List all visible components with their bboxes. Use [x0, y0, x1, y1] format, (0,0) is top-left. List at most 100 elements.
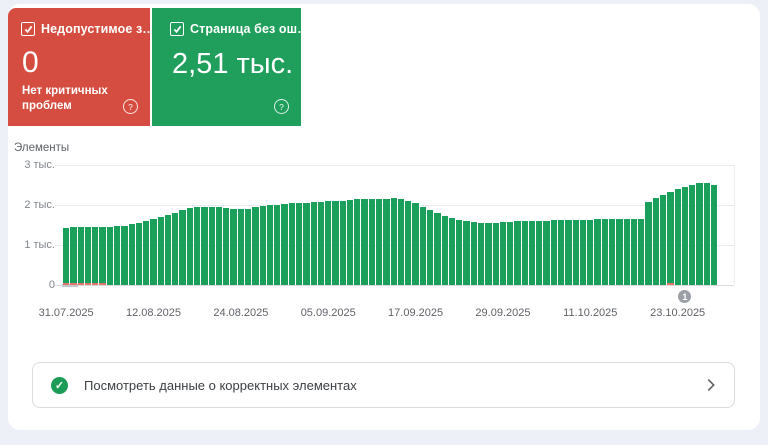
chart-error-segment[interactable]: [667, 283, 674, 285]
chart-bar[interactable]: [84, 227, 92, 285]
chart-bar[interactable]: [135, 222, 143, 285]
chart-error-segment[interactable]: [77, 283, 84, 285]
chart-bar[interactable]: [587, 219, 594, 285]
chart-bar[interactable]: [427, 209, 434, 285]
chart-bar[interactable]: [186, 208, 194, 285]
chart-bar[interactable]: [514, 221, 521, 285]
chart-bar[interactable]: [463, 221, 470, 285]
chart-bar[interactable]: [245, 209, 252, 285]
chart-bar[interactable]: [113, 226, 121, 285]
chart-error-segment[interactable]: [84, 283, 92, 285]
chart-bar[interactable]: [106, 226, 113, 285]
chart-bar[interactable]: [346, 199, 354, 285]
chart-bar[interactable]: [645, 201, 652, 285]
chart-bar[interactable]: [696, 183, 703, 285]
chart-bar[interactable]: [536, 220, 543, 285]
chart-bar[interactable]: [550, 220, 558, 285]
chart-bar[interactable]: [288, 203, 295, 285]
chart-bar[interactable]: [215, 206, 223, 285]
chart-bar[interactable]: [252, 207, 259, 285]
chart-bar[interactable]: [477, 222, 485, 285]
chart-bar[interactable]: [368, 199, 376, 285]
chart-bar[interactable]: [194, 207, 201, 285]
chart-bar[interactable]: [383, 198, 390, 285]
chart-bar[interactable]: [70, 227, 77, 285]
chart-error-segment[interactable]: [70, 283, 77, 285]
chart-bar[interactable]: [201, 207, 208, 285]
chart-bar[interactable]: [121, 226, 128, 285]
chart-bar[interactable]: [317, 201, 325, 285]
chart-bar[interactable]: [157, 217, 164, 285]
annotation-marker-badge[interactable]: 1: [678, 290, 692, 303]
chart-bar[interactable]: [412, 203, 419, 285]
chart-bar[interactable]: [223, 207, 230, 285]
chart-bar[interactable]: [448, 218, 456, 285]
chart-bar[interactable]: [274, 204, 281, 285]
chart-bar[interactable]: [710, 184, 718, 285]
chart-bar[interactable]: [266, 205, 274, 285]
chart-bar[interactable]: [99, 226, 106, 285]
chart-bar[interactable]: [499, 222, 507, 285]
chart-bar[interactable]: [150, 219, 157, 285]
chart-bar[interactable]: [361, 199, 368, 285]
chart-bar[interactable]: [492, 222, 499, 285]
chart-bar[interactable]: [623, 219, 630, 285]
chart-bar[interactable]: [703, 182, 710, 285]
chart-bar[interactable]: [456, 220, 463, 285]
valid-summary-card[interactable]: Страница без ош… 2,51 тыс. ?: [152, 8, 310, 126]
chart-bar[interactable]: [259, 205, 266, 285]
chart-bar[interactable]: [528, 221, 536, 285]
chart-bar[interactable]: [325, 201, 332, 285]
chart-bar[interactable]: [601, 219, 609, 285]
chart-bar[interactable]: [164, 215, 172, 285]
help-icon[interactable]: ?: [274, 99, 289, 114]
chart-bar[interactable]: [354, 199, 361, 285]
chart-bar[interactable]: [485, 222, 492, 285]
chart-bar[interactable]: [470, 222, 477, 285]
chart-bar[interactable]: [397, 199, 405, 285]
chart-bar[interactable]: [419, 206, 427, 285]
chart-bar[interactable]: [208, 206, 215, 285]
chart-bar[interactable]: [507, 221, 514, 285]
chart-error-segment[interactable]: [99, 283, 106, 285]
chart-bar[interactable]: [659, 194, 667, 285]
chart-bar[interactable]: [689, 185, 696, 285]
chart-bar[interactable]: [92, 227, 99, 285]
chart-bar[interactable]: [652, 198, 659, 285]
chart-bar[interactable]: [237, 209, 245, 285]
chart-error-segment[interactable]: [92, 283, 99, 285]
chart-bar[interactable]: [638, 218, 645, 285]
chart-bar[interactable]: [128, 224, 135, 285]
chart-bar[interactable]: [172, 212, 179, 285]
chart-bar[interactable]: [339, 200, 346, 285]
chart-bar[interactable]: [230, 208, 237, 285]
chart-bar[interactable]: [594, 219, 601, 285]
chart-bar[interactable]: [434, 213, 441, 285]
chart-bar[interactable]: [616, 219, 623, 285]
chart-bar[interactable]: [572, 219, 579, 285]
chart-bar[interactable]: [332, 201, 339, 285]
chart-bar[interactable]: [674, 189, 681, 285]
chart-bar[interactable]: [630, 218, 638, 285]
chart-bar[interactable]: [179, 210, 186, 285]
chart-bar[interactable]: [609, 219, 616, 285]
chart-bar[interactable]: [405, 201, 412, 285]
error-summary-card[interactable]: Недопустимое з… 0 Нет критичных проблем …: [8, 8, 155, 126]
chart-bar[interactable]: [565, 220, 572, 285]
chart-bar[interactable]: [310, 202, 317, 285]
chart-bar[interactable]: [376, 198, 383, 285]
view-valid-items-link[interactable]: ✓ Посмотреть данные о корректных элемент…: [32, 362, 735, 408]
chart-bar[interactable]: [558, 220, 565, 285]
chart-bar[interactable]: [295, 203, 303, 285]
chart-bar[interactable]: [681, 186, 689, 285]
chart-bar[interactable]: [441, 215, 448, 285]
chart-bar[interactable]: [143, 221, 150, 285]
chart-bar[interactable]: [390, 198, 397, 285]
chart-bar[interactable]: [63, 227, 70, 285]
chart-bar[interactable]: [667, 191, 674, 285]
chart-bar[interactable]: [303, 202, 310, 285]
chart-bar[interactable]: [579, 219, 587, 285]
chart-bar[interactable]: [521, 221, 528, 285]
chart-bar[interactable]: [77, 227, 84, 285]
chart-error-segment[interactable]: [63, 283, 70, 285]
